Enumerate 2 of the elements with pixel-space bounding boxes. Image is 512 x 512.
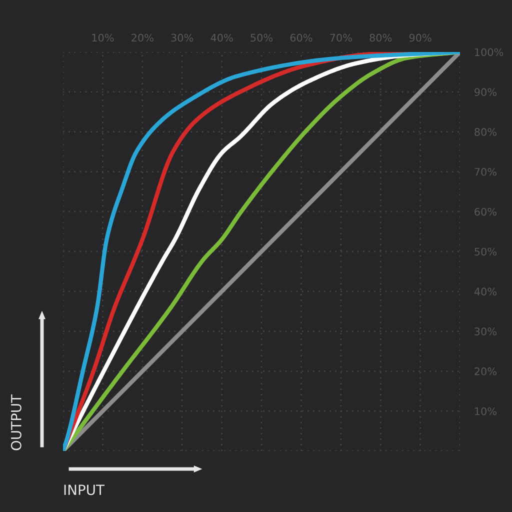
y-axis-title: OUTPUT [10,394,22,450]
x-axis-title: INPUT [64,484,105,496]
